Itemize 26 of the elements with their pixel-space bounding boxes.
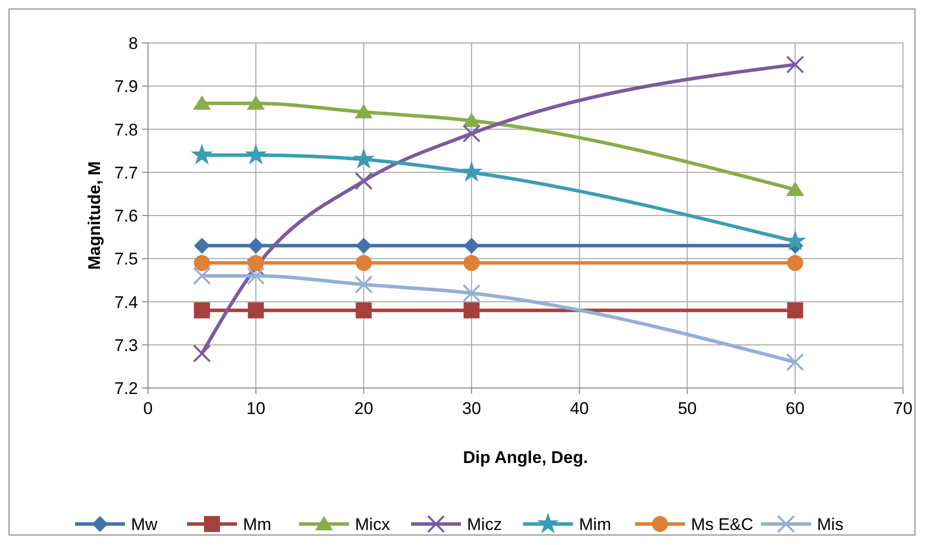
y-tick-label: 7.2 [114, 379, 138, 398]
x-tick-label: 30 [462, 399, 482, 418]
y-tick-label: 7.3 [114, 336, 138, 355]
x-tick-label: 60 [786, 399, 805, 418]
legend-label: Micz [467, 515, 502, 534]
x-tick-label: 0 [143, 399, 153, 418]
y-tick-label: 7.6 [114, 206, 138, 226]
y-tick-label: 8 [128, 34, 138, 53]
y-tick-label: 7.8 [114, 120, 138, 140]
legend-label: Mim [579, 515, 612, 534]
x-tick-label: 70 [894, 399, 912, 418]
y-tick-label: 7.5 [114, 250, 138, 269]
y-axis-title: Magnitude, M [85, 161, 104, 270]
legend-label: Mis [817, 515, 844, 534]
legend-label: Mm [243, 515, 272, 534]
y-tick-label: 7.7 [114, 163, 138, 182]
legend-label: Micx [355, 515, 390, 534]
x-axis-title: Dip Angle, Deg. [463, 448, 588, 467]
x-tick-label: 50 [678, 399, 697, 418]
x-tick-label: 10 [246, 399, 266, 418]
y-tick-label: 7.9 [114, 77, 138, 96]
x-tick-label: 20 [354, 399, 374, 418]
y-tick-label: 7.4 [114, 292, 138, 312]
legend-label: Ms E&C [691, 515, 754, 534]
legend-label: Mw [131, 515, 158, 534]
x-tick-label: 40 [570, 399, 589, 418]
